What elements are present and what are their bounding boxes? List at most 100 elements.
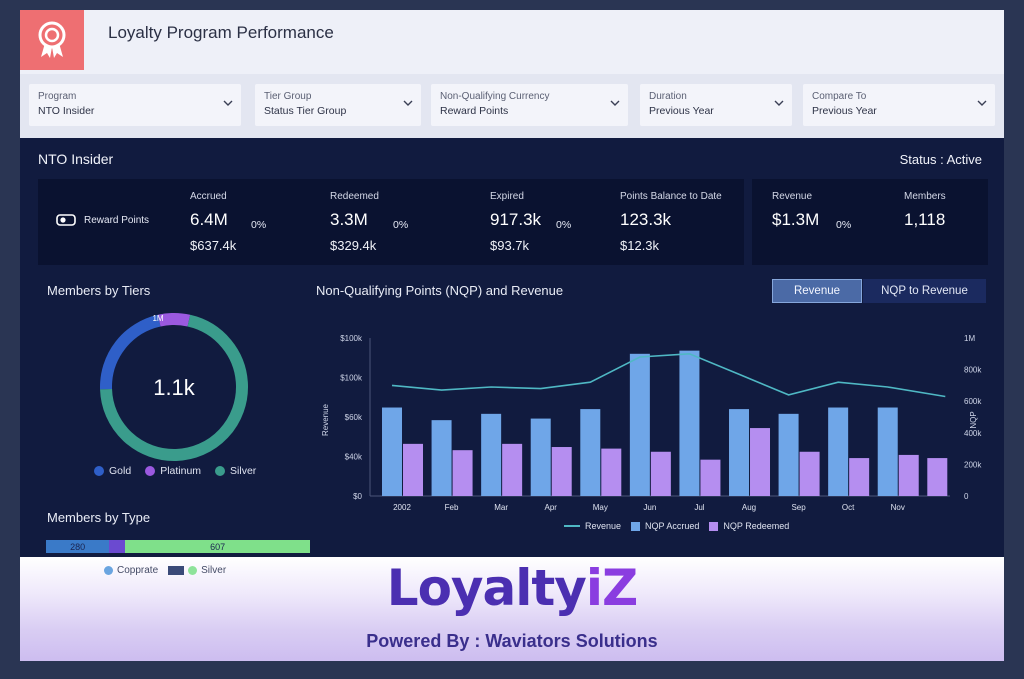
bar-nqp-accrued — [877, 407, 898, 496]
chevron-down-icon — [403, 100, 413, 106]
legend-item-nqp-redeemed: NQP Redeemed — [709, 521, 789, 531]
kpi-label: Members — [904, 191, 946, 202]
kpi-balance: Points Balance to Date 123.3k $12.3k — [620, 191, 722, 253]
kpi-label: Expired — [490, 191, 524, 202]
bar-nqp-redeemed — [849, 458, 870, 496]
chevron-down-icon — [223, 100, 233, 106]
currency-select[interactable]: Non-Qualifying Currency Reward Points — [431, 84, 628, 126]
kpi-value: 123.3k — [620, 210, 672, 229]
type-legend: Copprate Silver — [104, 565, 226, 576]
compare-to-select[interactable]: Compare To Previous Year — [803, 84, 995, 126]
chevron-down-icon — [774, 100, 784, 106]
nqp-to-revenue-toggle-button[interactable]: NQP to Revenue — [863, 279, 986, 303]
legend-dot — [188, 566, 198, 575]
points-kpi-card: Reward Points Accrued 6.4M 0% $637.4k Re… — [38, 179, 744, 265]
legend-dot — [104, 566, 113, 575]
bar-nqp-accrued — [729, 409, 750, 496]
nqp-chart-legend: Revenue NQP Accrued NQP Redeemed — [564, 521, 789, 531]
y-tick-right: 800k — [964, 366, 982, 375]
kpi-value: 6.4M — [190, 210, 228, 229]
legend-item-silver-type: Silver — [168, 565, 226, 576]
bar-nqp-accrued — [679, 350, 700, 496]
legend-dot — [145, 466, 156, 476]
brand-logo: LoyaltyiZ — [20, 559, 1004, 617]
currency-label: Reward Points — [84, 214, 150, 226]
revenue-line — [391, 352, 946, 398]
x-tick-label: Aug — [742, 503, 756, 512]
donut-segment-platinum — [100, 313, 249, 461]
members-by-type-title: Members by Type — [47, 510, 151, 525]
bar-nqp-redeemed — [551, 447, 572, 496]
bar-nqp-redeemed — [452, 450, 473, 496]
currency-indicator: Reward Points — [56, 214, 149, 226]
legend-label: NQP Accrued — [645, 521, 700, 531]
duration-select[interactable]: Duration Previous Year — [640, 84, 792, 126]
donut-segment-gold — [100, 313, 249, 461]
members-type-bar: 280 607 — [46, 540, 310, 553]
donut-slice-label: 1M — [152, 314, 163, 323]
x-tick-label: Jun — [643, 503, 656, 512]
kpi-subvalue: $12.3k — [620, 238, 660, 253]
y-axis-right-label: NQP — [969, 411, 978, 428]
kpi-label: Revenue — [772, 191, 813, 202]
kpi-change: 0% — [393, 219, 409, 231]
tiers-donut-chart: 1.1k 1M — [100, 313, 249, 461]
powered-by-text: Powered By : Waviators Solutions — [366, 631, 658, 651]
kpi-change: 0% — [251, 219, 267, 231]
chevron-down-icon — [977, 100, 987, 106]
y-tick-left: $60k — [345, 413, 363, 422]
y-tick-right: 0 — [964, 492, 969, 501]
type-segment-corporate: 280 — [46, 540, 110, 553]
legend-dot — [94, 466, 104, 476]
filter-label: Duration — [649, 91, 687, 102]
legend-item-nqp-accrued: NQP Accrued — [631, 521, 699, 531]
x-tick-label: Feb — [445, 503, 459, 512]
legend-item-revenue: Revenue — [564, 521, 621, 531]
bar-nqp-accrued — [530, 418, 551, 496]
kpi-value: 917.3k — [490, 210, 542, 229]
program-select[interactable]: Program NTO Insider — [29, 84, 241, 126]
members-by-tiers-title: Members by Tiers — [47, 283, 151, 298]
bar-nqp-redeemed — [502, 443, 523, 496]
y-tick-right: 200k — [964, 460, 982, 469]
bar-nqp-accrued — [382, 407, 402, 496]
donut-center-value: 1.1k — [153, 375, 196, 400]
app-header: Loyalty Program Performance — [20, 10, 1004, 74]
kpi-label: Redeemed — [330, 191, 379, 202]
x-tick-label: Oct — [842, 503, 855, 512]
x-tick-label: Sep — [791, 503, 806, 512]
y-tick-right: 1M — [964, 334, 975, 343]
type-segment-silver: 607 — [125, 540, 310, 553]
bar-nqp-redeemed — [403, 443, 423, 496]
chevron-down-icon — [610, 100, 620, 106]
program-name: NTO Insider — [38, 151, 114, 167]
filter-value: Previous Year — [649, 105, 714, 117]
kpi-value: 3.3M — [330, 210, 368, 229]
filter-value: Status Tier Group — [264, 105, 347, 117]
bar-nqp-accrued — [828, 407, 849, 496]
status-badge: Status : Active — [899, 152, 982, 167]
tier-group-select[interactable]: Tier Group Status Tier Group — [255, 84, 421, 126]
bar-nqp-accrued — [778, 413, 799, 496]
brand-main: Loyalty — [386, 559, 587, 617]
x-tick-label: May — [593, 503, 608, 512]
bar-nqp-redeemed — [799, 451, 820, 496]
revenue-toggle-button[interactable]: Revenue — [772, 279, 862, 303]
bar-nqp-redeemed — [927, 458, 948, 496]
legend-label: Copprate — [117, 565, 159, 576]
legend-item-gold: Gold — [94, 465, 131, 477]
kpi-members: Members 1,118 — [904, 191, 946, 230]
x-tick-label: 2002 — [393, 503, 411, 512]
nqp-revenue-chart: $0$40k$60k$100k$100k0200k400k600k800k1M … — [321, 334, 982, 512]
x-tick-label: Apr — [544, 503, 557, 512]
y-tick-left: $100k — [340, 334, 363, 343]
filter-label: Program — [38, 91, 77, 102]
legend-label: NQP Redeemed — [723, 521, 790, 531]
logo — [20, 10, 84, 70]
x-tick-label: Mar — [494, 503, 508, 512]
y-tick-left: $40k — [345, 453, 363, 462]
page-title: Loyalty Program Performance — [108, 23, 334, 42]
kpi-accrued: Accrued 6.4M 0% $637.4k — [190, 191, 266, 253]
legend-label: Silver — [230, 465, 257, 477]
brand-accent: iZ — [585, 559, 638, 617]
